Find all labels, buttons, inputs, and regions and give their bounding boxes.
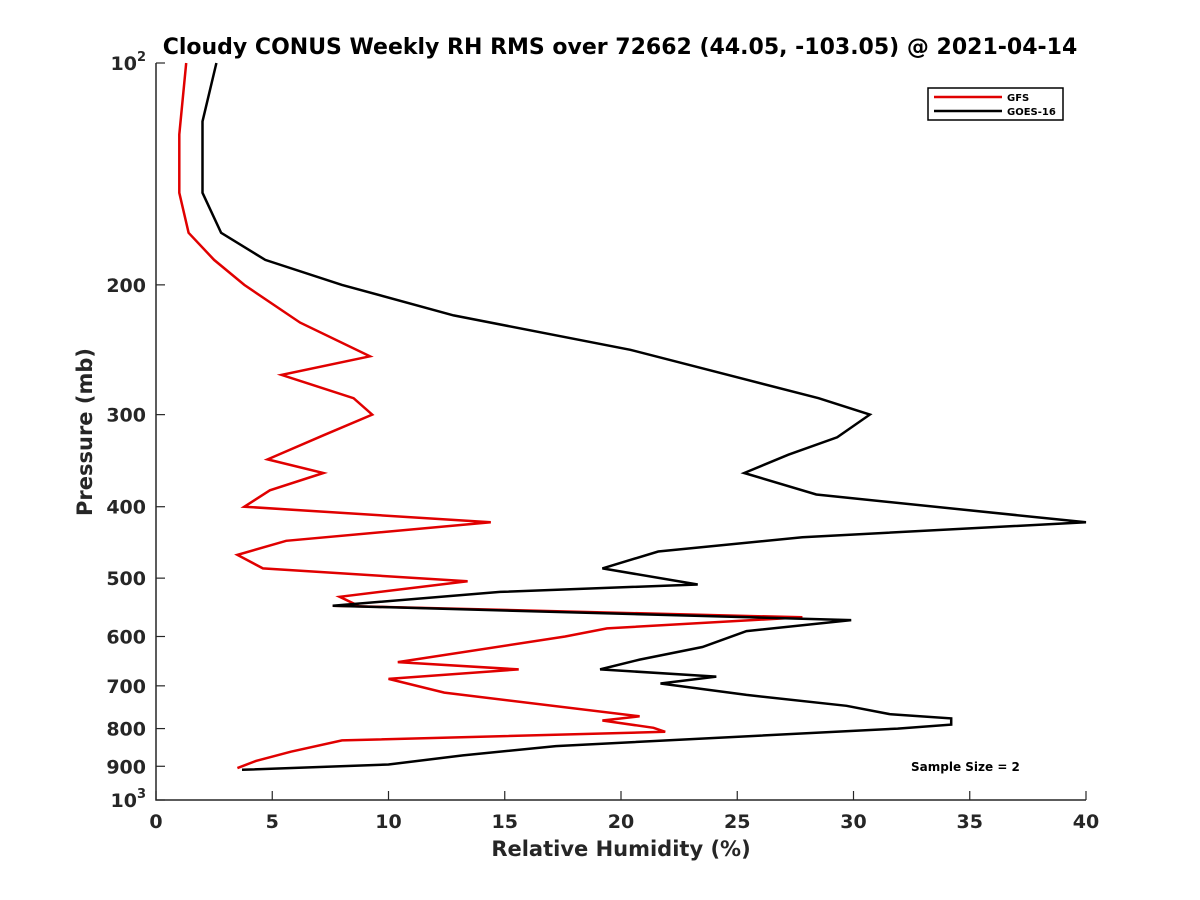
legend-label-goes16: GOES-16 [1007, 107, 1056, 118]
y-tick-label: 800 [106, 719, 146, 741]
x-tick-label: 10 [375, 811, 401, 833]
x-tick-label: 30 [840, 811, 866, 833]
y-tick-label: 500 [106, 568, 146, 590]
y-axis-label: Pressure (mb) [73, 348, 97, 516]
x-tick-label: 25 [724, 811, 750, 833]
series-line-goes16 [201, 62, 1087, 772]
y-tick-label: 900 [106, 756, 146, 778]
legend-box [927, 87, 1064, 121]
y-tick-label: 200 [106, 275, 146, 297]
plot-series-group [178, 62, 1087, 772]
y-tick-label: 400 [106, 497, 146, 519]
x-tick-label: 15 [492, 811, 518, 833]
y-tick-label: 600 [106, 626, 146, 648]
x-tick-label: 35 [957, 811, 983, 833]
y-tick-label: 700 [106, 676, 146, 698]
legend-label-gfs: GFS [1007, 93, 1029, 104]
x-axis-ticks: 0 5 10 15 20 25 30 35 40 [149, 791, 1099, 833]
y-tick-label: 300 [106, 405, 146, 427]
series-line-gfs [178, 62, 803, 770]
sample-size-annotation: Sample Size = 2 [911, 760, 1020, 774]
y-tick-label: 103 [111, 787, 147, 812]
x-tick-label: 20 [608, 811, 634, 833]
x-tick-label: 40 [1073, 811, 1099, 833]
chart-title: Cloudy CONUS Weekly RH RMS over 72662 (4… [163, 35, 1078, 60]
x-axis-label: Relative Humidity (%) [491, 837, 750, 861]
x-tick-label: 5 [266, 811, 279, 833]
legend: GFS GOES-16 [927, 87, 1064, 121]
y-axis-ticks: 102 200 300 400 500 600 700 800 900 103 [106, 50, 165, 812]
y-tick-label: 102 [111, 50, 147, 75]
x-tick-label: 0 [149, 811, 162, 833]
